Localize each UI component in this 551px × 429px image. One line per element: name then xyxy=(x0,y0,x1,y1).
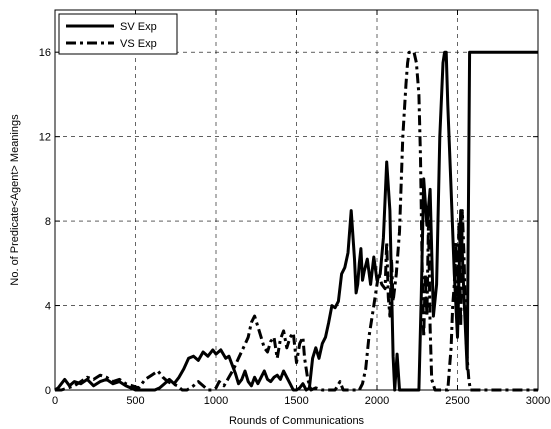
y-tick-label: 8 xyxy=(45,216,51,228)
x-tick-label: 0 xyxy=(52,395,58,407)
legend-box xyxy=(58,13,178,55)
y-axis-label: No. of Predicate<Agent> Meanings xyxy=(9,114,21,286)
x-tick-label: 2500 xyxy=(445,395,469,407)
x-axis-label: Rounds of Communications xyxy=(229,415,365,427)
x-tick-label: 1500 xyxy=(284,395,308,407)
legend-label: VS Exp xyxy=(120,38,157,50)
x-tick-label: 1000 xyxy=(204,395,228,407)
axis-ticks: 0 500 1000 1500 2000 2500 3000 0 4 8 12 16 xyxy=(39,10,550,407)
legend: SV Exp VS Exp xyxy=(58,13,178,55)
y-tick-label: 4 xyxy=(45,301,51,313)
y-tick-label: 0 xyxy=(45,385,51,397)
y-tick-label: 12 xyxy=(39,132,51,144)
series-line-sv-exp xyxy=(54,50,538,392)
y-tick-label: 16 xyxy=(39,47,51,59)
legend-label: SV Exp xyxy=(120,21,157,33)
x-tick-label: 3000 xyxy=(526,395,550,407)
x-tick-label: 2000 xyxy=(365,395,389,407)
x-tick-label: 500 xyxy=(126,395,144,407)
